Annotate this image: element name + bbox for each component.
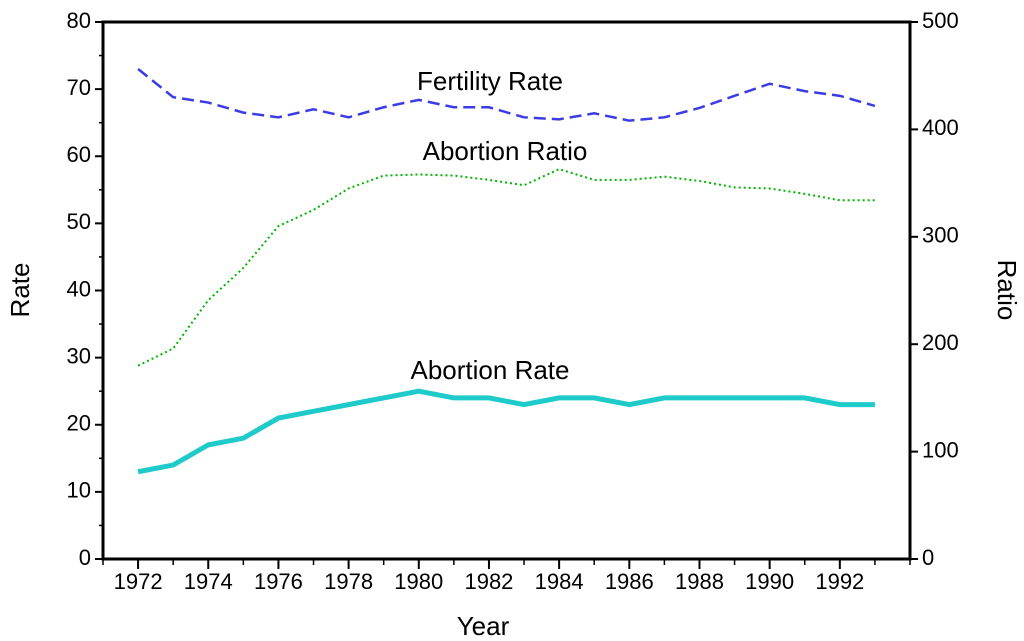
y2-tick-label: 400 [922,115,959,140]
y2-tick-label: 200 [922,330,959,355]
y-tick-label: 30 [67,343,91,368]
y-axis-title: Rate [5,263,35,318]
x-tick-label: 1978 [324,569,373,594]
x-tick-label: 1984 [535,569,584,594]
x-tick-label: 1980 [394,569,443,594]
y-tick-label: 50 [67,209,91,234]
x-tick-label: 1992 [815,569,864,594]
x-tick-label: 1988 [675,569,724,594]
series-line [137,168,875,367]
series-line [137,68,876,122]
series-label: Abortion Rate [411,355,570,385]
y2-tick-label: 0 [922,545,934,570]
series-label: Abortion Ratio [423,136,588,166]
series-line [137,388,875,475]
y2-tick-label: 100 [922,437,959,462]
series-label: Fertility Rate [417,66,563,96]
x-tick-label: 1986 [605,569,654,594]
x-tick-label: 1976 [254,569,303,594]
x-tick-label: 1972 [114,569,163,594]
y-tick-label: 60 [67,142,91,167]
x-tick-label: 1990 [745,569,794,594]
plot-frame [101,20,912,561]
y-tick-label: 10 [67,478,91,503]
y-tick-label: 20 [67,411,91,436]
x-axis-title: Year [457,611,510,641]
y-tick-label: 0 [79,545,91,570]
y-tick-label: 80 [67,8,91,33]
y2-tick-label: 300 [922,223,959,248]
y-tick-label: 70 [67,75,91,100]
y2-axis-title: Ratio [992,260,1022,321]
x-tick-label: 1982 [464,569,513,594]
x-tick-label: 1974 [184,569,233,594]
y2-tick-label: 500 [922,8,959,33]
y-tick-label: 40 [67,276,91,301]
